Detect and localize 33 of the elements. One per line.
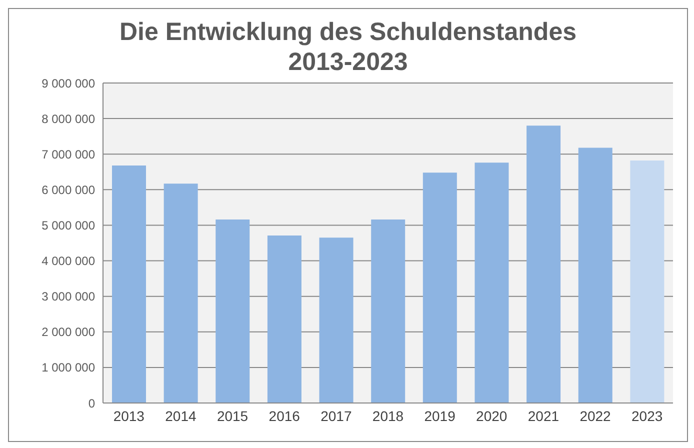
x-tick-label: 2015 bbox=[216, 408, 248, 424]
x-tick-label: 2016 bbox=[268, 408, 300, 424]
bar bbox=[112, 165, 146, 403]
y-tick-label: 6 000 000 bbox=[42, 182, 96, 197]
x-tick-label: 2014 bbox=[165, 408, 197, 424]
bar bbox=[526, 126, 561, 403]
y-tick-label: 0 bbox=[88, 396, 96, 410]
bar bbox=[267, 236, 302, 403]
bar bbox=[578, 148, 612, 403]
y-tick-label: 4 000 000 bbox=[42, 254, 96, 268]
x-tick-label: 2013 bbox=[113, 408, 145, 424]
x-tick-label: 2022 bbox=[580, 408, 612, 424]
x-tick-label: 2021 bbox=[528, 408, 560, 424]
bar bbox=[216, 220, 250, 403]
x-tick-label: 2019 bbox=[424, 408, 456, 424]
y-tick-label: 9 000 000 bbox=[42, 76, 96, 90]
x-tick-label: 2020 bbox=[476, 408, 508, 424]
y-tick-label: 2 000 000 bbox=[42, 325, 96, 340]
bar bbox=[630, 160, 664, 403]
bar bbox=[474, 162, 509, 403]
y-tick-label: 8 000 000 bbox=[42, 112, 96, 126]
y-tick-label: 5 000 000 bbox=[42, 218, 96, 232]
chart-title: Die Entwicklung des Schuldenstandes 2013-2023 bbox=[118, 17, 578, 77]
x-tick-label: 2018 bbox=[372, 408, 404, 424]
y-tick-label: 3 000 000 bbox=[42, 290, 96, 304]
y-tick-label: 7 000 000 bbox=[42, 147, 96, 162]
x-tick-label: 2023 bbox=[632, 408, 663, 424]
bar bbox=[164, 184, 198, 403]
x-tick-label: 2017 bbox=[320, 408, 352, 424]
y-tick-label: 1 000 000 bbox=[42, 360, 96, 375]
bar bbox=[422, 172, 457, 403]
bar bbox=[371, 220, 406, 403]
bar bbox=[319, 238, 354, 403]
